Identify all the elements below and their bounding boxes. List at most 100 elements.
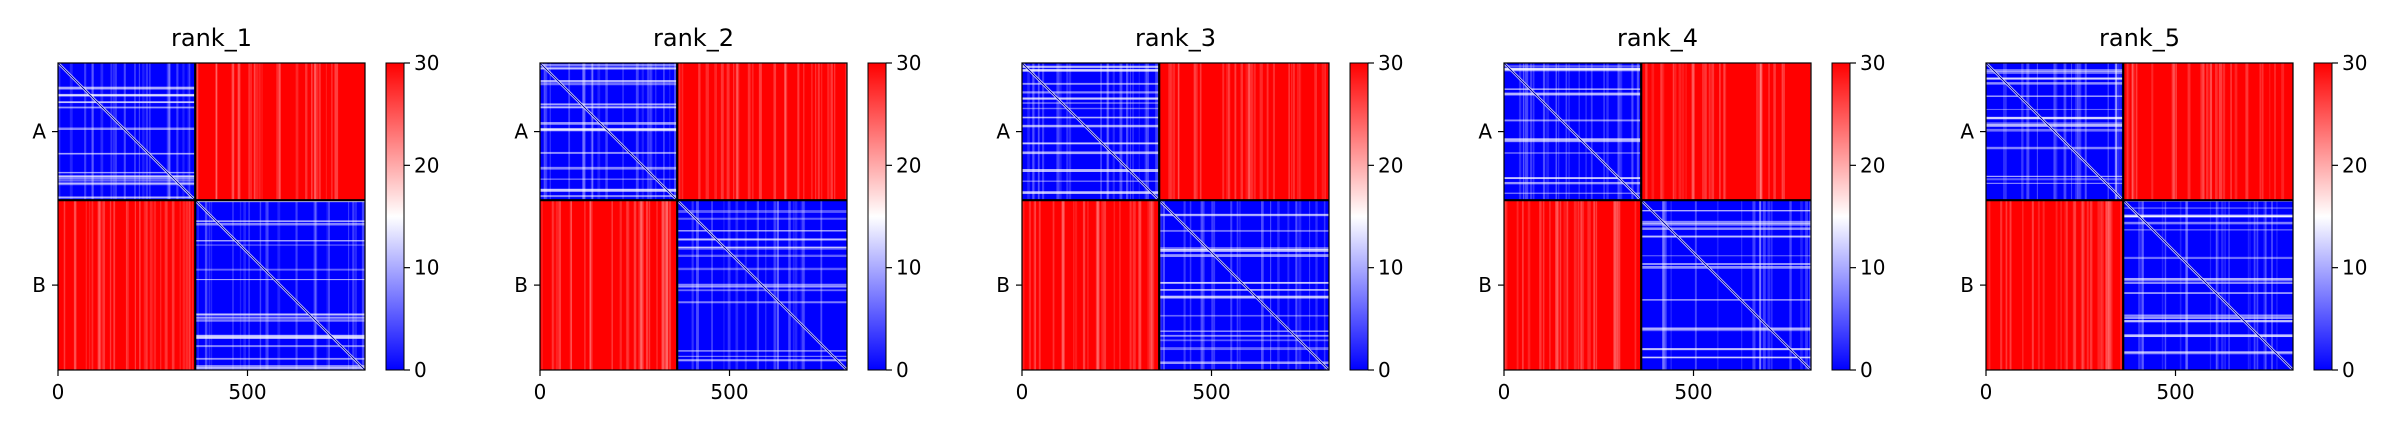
heatmap-texture [1555, 200, 1558, 370]
heatmap-texture [195, 220, 365, 222]
heatmap-texture [1202, 200, 1205, 370]
heatmap-texture [196, 63, 199, 201]
heatmap-texture [1631, 63, 1634, 201]
heatmap-texture [1159, 334, 1329, 337]
heatmap-texture [149, 200, 153, 370]
heatmap-texture [1641, 263, 1811, 265]
heatmap-texture [698, 63, 701, 201]
heatmap-texture [2171, 63, 2175, 201]
heatmap-texture [2101, 200, 2104, 370]
heatmap-texture [2175, 63, 2178, 201]
heatmap-texture [1768, 63, 1770, 201]
heatmap-texture [239, 200, 242, 370]
heatmap-texture [1504, 141, 1642, 143]
heatmap-texture [1691, 63, 1695, 201]
heatmap-texture [677, 359, 847, 362]
heatmap-texture [661, 200, 665, 370]
x-tick-label: 500 [710, 380, 748, 404]
axes-frame [57, 62, 366, 371]
heatmap-texture [326, 200, 328, 370]
colorbar-tick-label: 20 [896, 153, 921, 177]
heatmap-texture [2179, 200, 2182, 370]
heatmap-texture [1238, 200, 1241, 370]
heatmap-texture [540, 122, 678, 125]
heatmap-texture [1590, 63, 1593, 201]
heatmap-texture [666, 200, 668, 370]
heatmap-texture [589, 200, 591, 370]
heatmap-texture [1159, 339, 1329, 342]
heatmap-texture [1022, 116, 1160, 119]
heatmap-texture [1504, 65, 1642, 68]
heatmap-texture [2097, 200, 2101, 370]
heatmap-texture [58, 106, 196, 109]
heatmap-texture [735, 63, 739, 201]
heatmap-texture [276, 63, 278, 201]
heatmap-texture [540, 82, 678, 86]
x-tick-label: 0 [534, 380, 547, 404]
heatmap-texture [2123, 351, 2293, 354]
heatmap-texture [2215, 200, 2217, 370]
heatmap-texture [1159, 214, 1329, 217]
heatmap-texture [590, 200, 593, 370]
heatmap-texture [1641, 255, 1811, 257]
heatmap-texture [311, 63, 313, 201]
heatmap-texture [1148, 200, 1151, 370]
heatmap-texture [765, 200, 767, 370]
heatmap-block-AB [1641, 63, 1811, 201]
heatmap-texture [2064, 200, 2068, 370]
heatmap-texture [1641, 356, 1811, 359]
heatmap-texture [1159, 347, 1329, 351]
colorbar-tick-label: 10 [2342, 256, 2367, 280]
heatmap-texture [1169, 63, 1172, 201]
heatmap-texture [1781, 63, 1784, 201]
heatmap-texture [168, 63, 171, 201]
heatmap-texture [1809, 200, 1811, 370]
heatmap-texture [231, 63, 234, 201]
heatmap-block-BA [1504, 200, 1642, 370]
heatmap-texture [1573, 200, 1577, 370]
heatmap-diagonal [1986, 63, 2124, 201]
heatmap-texture [2262, 63, 2264, 201]
heatmap-texture [313, 63, 317, 201]
heatmap-panel-5: rank_5 A B 0 500 0 10 20 30 [1960, 24, 2367, 404]
heatmap-texture [1527, 200, 1531, 370]
heatmap-texture [328, 200, 330, 370]
heatmap-texture [678, 63, 681, 201]
colorbar-tick-label: 20 [2342, 153, 2367, 177]
heatmap-block-BA [1986, 200, 2124, 370]
heatmap-texture [1074, 200, 1078, 370]
heatmap-texture [677, 238, 847, 241]
heatmap-texture [1266, 63, 1269, 201]
heatmap-texture [1634, 200, 1637, 370]
heatmap-texture [662, 200, 666, 370]
heatmap-texture [179, 200, 182, 370]
heatmap-texture [1270, 200, 1272, 370]
x-tick-label: 500 [2156, 380, 2194, 404]
heatmap-texture [673, 63, 677, 201]
heatmap-texture [2224, 200, 2226, 370]
heatmap-texture [1027, 63, 1030, 201]
heatmap-texture [1309, 200, 1311, 370]
heatmap-texture [58, 101, 196, 104]
heatmap-texture [347, 200, 350, 370]
heatmap-texture [691, 200, 694, 370]
heatmap-texture [1151, 200, 1155, 370]
heatmap-texture [582, 63, 586, 201]
heatmap-texture [1615, 200, 1619, 370]
heatmap-texture [797, 63, 799, 201]
heatmap-texture [1555, 63, 1558, 201]
heatmap-texture [1615, 200, 1618, 370]
heatmap-texture [1986, 95, 2124, 97]
heatmap-plot-area [1986, 63, 2293, 370]
heatmap-texture [2263, 200, 2267, 370]
heatmap-texture [195, 244, 365, 246]
heatmap-texture [58, 196, 196, 199]
axes-frame [539, 62, 848, 371]
heatmap-texture [2126, 63, 2129, 201]
heatmap-texture [1262, 200, 1264, 370]
heatmap-texture [635, 63, 639, 201]
colorbar [1831, 62, 1851, 371]
heatmap-texture [802, 200, 806, 370]
heatmap-texture [1587, 200, 1590, 370]
heatmap-texture [2026, 63, 2030, 201]
